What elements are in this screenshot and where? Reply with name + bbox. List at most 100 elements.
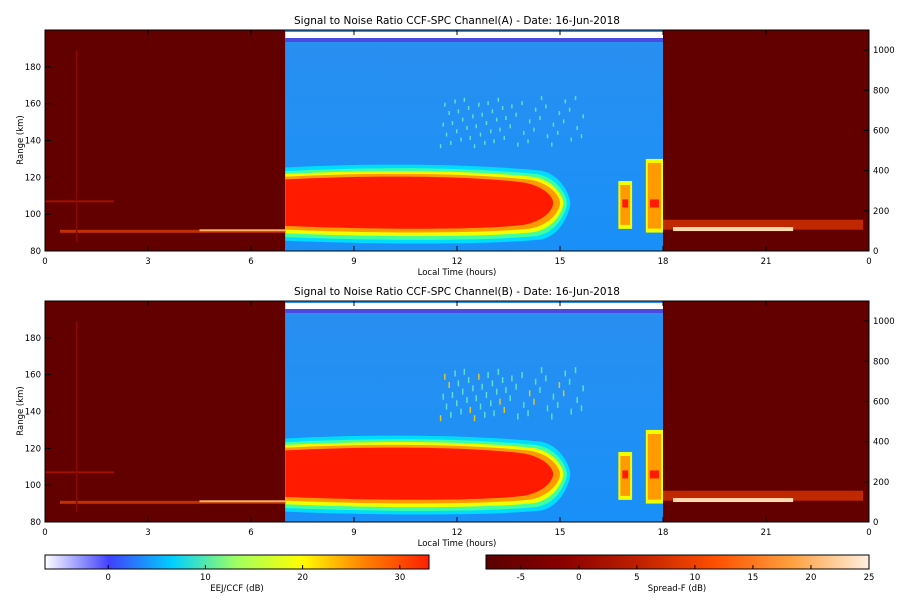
x-tick-label: 0 — [42, 257, 47, 267]
echo-streak — [450, 140, 452, 145]
echo-streak — [517, 142, 519, 147]
spreadf-vertical-streak — [75, 50, 78, 241]
echo-streak — [456, 129, 458, 134]
echo-streak — [582, 385, 584, 392]
echo-streak — [527, 410, 529, 417]
echo-streak — [457, 109, 460, 114]
evening-patch-core — [647, 433, 661, 500]
night-region-pre — [45, 30, 286, 251]
echo-streak — [448, 382, 450, 389]
y2-tick-label: 0 — [873, 247, 878, 257]
y-tick-label: 120 — [25, 444, 41, 454]
echo-streak — [491, 109, 494, 114]
colorbar-tick-label: 20 — [297, 573, 308, 583]
y-axis-right-b: 0 200 400 600 800 1000 — [863, 317, 895, 528]
top-blank-band — [285, 32, 663, 38]
colorbar-eej-gradient — [44, 554, 430, 570]
y-tick-label: 140 — [25, 137, 41, 147]
colorbar-tick-label: -5 — [517, 573, 525, 583]
spreadf-layer-post-bright — [673, 498, 794, 503]
x-tick-label: 15 — [555, 528, 566, 538]
chart-title-b: Signal to Noise Ratio CCF-SPC Channel(B)… — [294, 286, 620, 298]
echo-streak — [527, 139, 529, 144]
echo-streak — [503, 406, 506, 413]
echo-streak — [456, 400, 458, 407]
echo-streak — [511, 104, 513, 109]
echo-streak — [445, 403, 448, 410]
echo-streak — [454, 370, 456, 377]
echo-streak — [442, 393, 444, 400]
echo-streak — [439, 415, 442, 422]
y2-tick-label: 800 — [873, 86, 889, 96]
evening-patch-peak — [622, 199, 629, 208]
echo-streak — [534, 378, 537, 385]
echo-streak — [505, 387, 507, 394]
echo-streak — [451, 391, 454, 398]
spreadf-trace-pre — [45, 471, 115, 474]
evening-patch-core — [647, 162, 661, 229]
y2-tick-label: 800 — [873, 357, 889, 367]
echo-streak — [562, 119, 565, 124]
echo-streak — [457, 380, 460, 387]
echo-streak — [568, 378, 571, 385]
colorbar-tick-label: 25 — [864, 573, 875, 583]
y-axis-label-a: Range (km) — [16, 115, 26, 164]
echo-streak — [484, 140, 486, 145]
x-tick-label: 9 — [351, 257, 356, 267]
x-tick-label: 0 — [866, 257, 871, 267]
echo-streak — [540, 367, 543, 374]
echo-streak — [521, 372, 523, 379]
echo-streak — [489, 400, 492, 407]
colorbar-spreadf-gradient — [485, 554, 870, 570]
y2-tick-label: 400 — [873, 167, 889, 177]
night-region-pre — [45, 301, 286, 522]
echo-streak — [497, 97, 500, 102]
spreadf-layer-post-bright — [673, 227, 794, 232]
colorbar-tick-label: 0 — [576, 573, 581, 583]
y-tick-label: 100 — [25, 210, 41, 220]
y-tick-label: 160 — [25, 371, 41, 381]
x-axis-b: 0 3 6 9 12 15 18 21 0 — [42, 301, 872, 538]
echo-streak — [461, 388, 464, 395]
top-echo-line — [285, 309, 663, 313]
x-tick-label: 21 — [761, 257, 772, 267]
x-axis-label-a: Local Time (hours) — [418, 268, 497, 278]
night-region-post — [663, 30, 869, 251]
echo-streak — [503, 135, 506, 140]
y2-tick-label: 200 — [873, 207, 889, 217]
echo-streak — [582, 114, 584, 119]
echo-streak — [485, 120, 488, 125]
y-tick-label: 100 — [25, 481, 41, 491]
echo-streak — [448, 111, 450, 116]
echo-streak — [466, 125, 468, 130]
echo-streak — [552, 393, 555, 400]
echo-streak — [473, 144, 476, 149]
x-tick-label: 3 — [145, 528, 150, 538]
echo-streak — [533, 127, 535, 132]
echo-streak — [445, 132, 448, 137]
echo-streak — [469, 135, 472, 140]
echo-streak — [463, 368, 466, 375]
echo-streak — [454, 99, 456, 104]
echo-streak — [528, 119, 531, 124]
y2-tick-label: 0 — [873, 518, 878, 528]
night-region-post — [663, 301, 869, 522]
echo-streak — [451, 120, 454, 125]
echo-streak — [517, 413, 519, 420]
panel-channel-b: Signal to Noise Ratio CCF-SPC Channel(B)… — [16, 286, 895, 549]
colorbar-tick-label: 10 — [200, 573, 211, 583]
echo-streak — [481, 112, 483, 117]
echo-streak — [556, 401, 559, 408]
colorbar-tick-label: 20 — [806, 573, 817, 583]
echo-streak — [564, 370, 567, 377]
echo-streak — [534, 107, 537, 112]
evening-patch-peak — [649, 199, 659, 208]
echo-streak — [562, 390, 565, 397]
echo-streak — [489, 129, 492, 134]
y-tick-label: 80 — [30, 518, 41, 528]
echo-streak — [533, 398, 535, 405]
echo-streak — [481, 383, 483, 390]
echo-streak — [576, 125, 578, 130]
colorbar-spreadf-label: Spread-F (dB) — [648, 584, 706, 594]
echo-streak — [469, 406, 472, 413]
